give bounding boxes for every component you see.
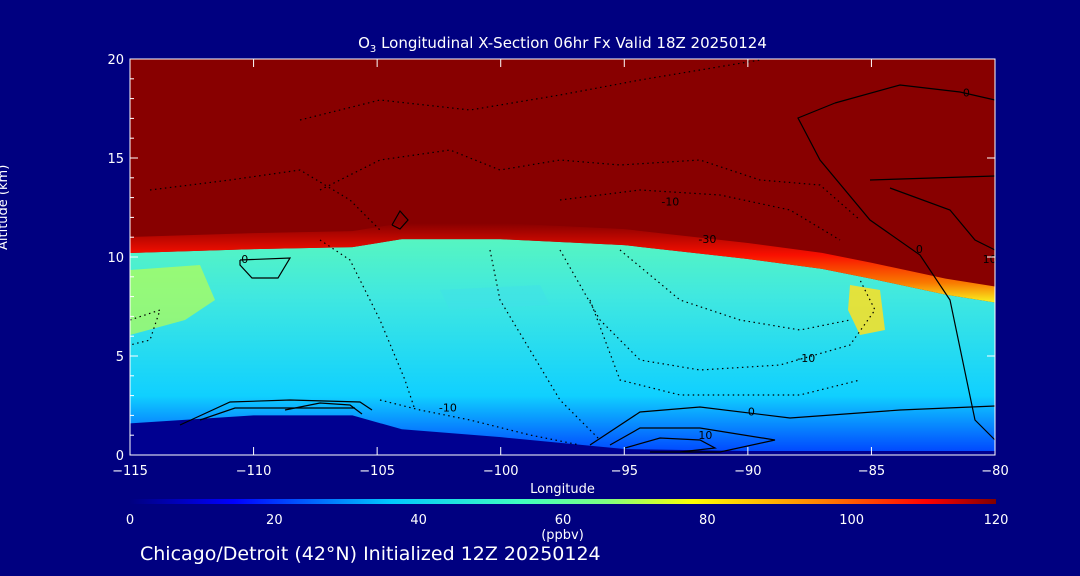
y-axis-label: Altitude (km) [0,164,11,250]
x-axis-ticks: −115 −110 −105 −100 −95 −90 −85 −80 [112,59,1009,479]
y-tick-label: 20 [107,53,124,68]
contour-line-solid [391,209,409,230]
y-tick-label: 5 [116,350,124,365]
plot-area: 0 -10 -30 0 10 0 -10 -10 0 10 [129,58,997,456]
contour-label: 0 [963,87,970,100]
contour-label: 0 [916,243,923,256]
contour-line-dotted [319,149,861,221]
contour-label: 10 [983,253,997,266]
contour-label: -30 [698,233,716,246]
colorbar-tick-label: 40 [410,513,427,528]
cyan-patch [440,285,550,310]
contour-line-dotted [129,309,161,346]
colorbar-tick-label: 120 [984,513,1009,528]
contour-lines [179,84,996,453]
x-tick-label: −90 [734,464,761,479]
contour-line-solid [199,407,355,421]
x-tick-label: −95 [611,464,638,479]
contour-labels: 0 -10 -30 0 10 0 -10 -10 0 10 [241,87,996,443]
terrain-region [130,415,995,455]
contour-line-dotted [149,169,381,231]
colorbar: 0 20 40 60 80 100 120 [126,499,1009,528]
x-tick-label: −110 [236,464,272,479]
colorbar-tick-label: 0 [126,513,134,528]
contour-label: -10 [797,352,815,365]
contour-line-solid [179,399,373,426]
contour-line-solid [889,187,996,251]
contour-line-solid [797,102,996,441]
y-axis-ticks: 0 5 10 15 20 [107,53,995,464]
contour-line-dotted [559,189,841,241]
colorbar-tick-label: 80 [699,513,716,528]
colorbar-bar [130,499,996,504]
contour-line-solid [589,405,996,446]
tropopause-gradient-band [130,223,995,303]
contour-line-dotted [299,59,761,121]
y-tick-label: 0 [116,449,124,464]
x-tick-label: −115 [112,464,148,479]
contour-label: 0 [241,253,248,266]
y-tick-label: 10 [107,251,124,266]
contour-line-solid [239,257,292,279]
contour-line-dotted [619,249,851,331]
colorbar-tick-label: 20 [266,513,283,528]
contour-line-solid [609,427,776,453]
y-tick-label: 15 [107,152,124,167]
footer-caption: Chicago/Detroit (42°N) Initialized 12Z 2… [140,543,601,565]
contour-label: 10 [698,429,712,442]
contour-label: -10 [439,401,457,414]
colorbar-tick-label: 60 [555,513,572,528]
x-tick-label: −105 [359,464,395,479]
yellow-green-patch [130,265,215,335]
contour-label: 0 [748,405,755,418]
contour-line-dotted [559,249,876,371]
contour-line-solid [624,437,717,453]
colorbar-units-label: (ppbv) [541,528,584,543]
contour-line-dotted [379,399,581,446]
contour-label: -10 [661,196,679,209]
chart-title: O3 Longitudinal X-Section 06hr Fx Valid … [358,34,767,55]
contour-line-solid [869,175,996,181]
colorbar-ticks: 0 20 40 60 80 100 120 [126,513,1009,528]
yellow-patch [848,285,885,335]
contour-line-dotted [489,249,601,441]
contour-line-solid [834,84,996,104]
x-tick-label: −80 [981,464,1008,479]
contour-lines-dotted [129,59,876,446]
x-tick-label: −85 [858,464,885,479]
x-axis-label: Longitude [530,482,595,497]
x-tick-label: −100 [483,464,519,479]
colorbar-tick-label: 100 [839,513,864,528]
contour-line-solid [284,402,363,415]
